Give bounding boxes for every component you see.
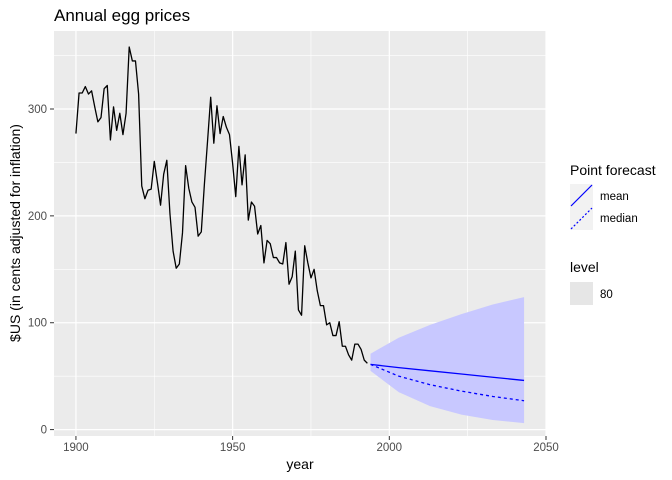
forecast-interval [370,297,525,424]
y-tick-label: 200 [28,211,47,223]
minor-gridlines [54,31,546,436]
legend-key-level-80 [570,282,593,305]
chart-title: Annual egg prices [54,6,190,25]
series-layer [75,46,525,402]
interval-80-band [370,297,525,424]
legend-title-level: level [570,259,599,275]
x-tick-label: 1900 [63,442,89,454]
x-tick-label: 2050 [533,442,559,454]
observed-price-line [75,46,368,364]
legend: Point forecast mean median level 80 [570,162,656,305]
legend-median-line [570,207,593,230]
y-axis-title: $US (in cents adjusted for inflation) [7,124,23,342]
forecast-mean-line [370,363,525,382]
x-axis-title: year [286,456,314,472]
legend-key-median [570,207,593,230]
forecast-median-line [370,363,525,402]
x-tick-label: 2000 [377,442,403,454]
y-tick-label: 100 [28,318,47,330]
y-tick-label: 300 [28,104,47,116]
x-tick-label: 1950 [220,442,246,454]
legend-title-point-forecast: Point forecast [570,162,656,178]
legend-label-mean: mean [600,191,629,203]
legend-label-median: median [600,213,638,225]
legend-mean-line [570,184,593,207]
y-axis-ticks: 0 100 200 300 [28,104,54,437]
x-axis-ticks: 1900 1950 2000 2050 [63,436,559,454]
legend-label-level-80: 80 [600,289,613,301]
y-tick-label: 0 [41,425,47,437]
